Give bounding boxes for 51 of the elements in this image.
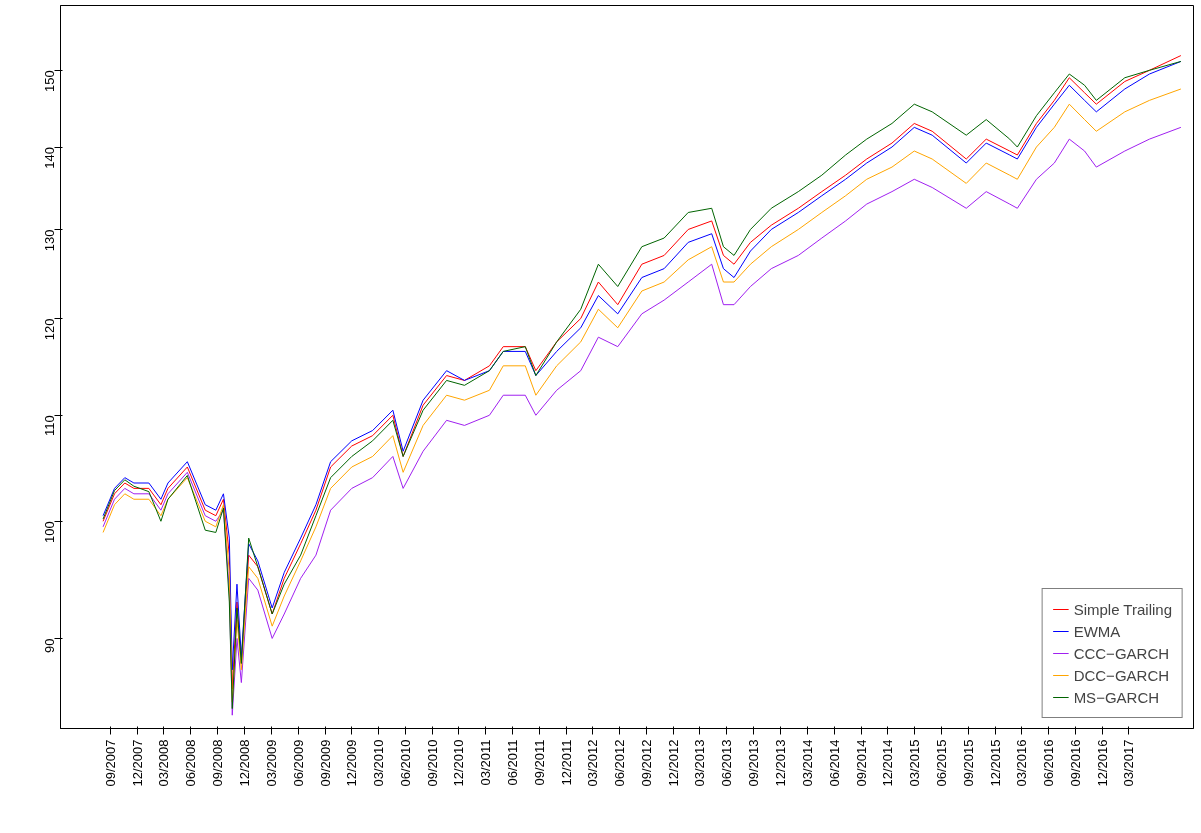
x-tick-label: 09/2007	[102, 739, 118, 787]
x-tick-label: 06/2008	[183, 739, 199, 787]
x-tick-label: 12/2014	[880, 739, 896, 787]
x-tick-label: 03/2012	[585, 739, 601, 787]
x-tick-label: 03/2008	[156, 739, 172, 787]
x-tick-label: 12/2008	[237, 739, 253, 787]
x-tick-label: 12/2016	[1094, 739, 1110, 787]
y-tick-label: 90	[42, 638, 57, 653]
x-tick-label: 09/2014	[853, 739, 869, 787]
x-tick-label: 09/2012	[639, 739, 655, 787]
x-tick-label: 06/2014	[826, 739, 842, 787]
x-tick-label: 09/2015	[960, 739, 976, 787]
x-tick-label: 12/2013	[773, 739, 789, 787]
x-tick-label: 03/2016	[1014, 739, 1030, 787]
x-tick-label: 12/2007	[129, 739, 145, 787]
x-tick-label: 03/2009	[263, 739, 279, 787]
y-tick-label: 120	[42, 318, 57, 341]
legend-label: EWMA	[1073, 622, 1121, 640]
x-tick-label: 06/2015	[933, 739, 949, 787]
x-tick-label: 06/2016	[1041, 739, 1057, 787]
x-tick-label: 12/2010	[451, 739, 467, 787]
x-tick-label: 09/2008	[210, 739, 226, 787]
x-tick-label: 03/2011	[477, 739, 493, 786]
x-tick-label: 03/2014	[799, 739, 815, 787]
y-tick-label: 100	[42, 521, 57, 543]
x-tick-label: 12/2009	[344, 739, 360, 787]
x-tick-label: 06/2013	[719, 739, 735, 787]
x-tick-label: 03/2013	[692, 739, 708, 787]
x-tick-label: 12/2012	[666, 739, 682, 787]
x-tick-label: 09/2009	[317, 739, 333, 787]
y-tick-label: 110	[42, 415, 57, 436]
y-tick-label: 130	[42, 229, 57, 252]
x-tick-label: 03/2017	[1121, 739, 1137, 787]
legend-label: DCC−GARCH	[1073, 666, 1170, 684]
x-tick-label: 09/2013	[746, 739, 762, 787]
x-tick-label: 06/2012	[612, 739, 628, 787]
y-tick-label: 140	[42, 147, 57, 169]
x-tick-label: 03/2010	[370, 739, 386, 787]
legend-label: MS−GARCH	[1073, 688, 1160, 706]
x-tick-label: 06/2010	[397, 739, 413, 787]
x-tick-label: 06/2009	[290, 739, 306, 787]
x-tick-label: 12/2015	[987, 739, 1003, 787]
y-tick-label: 150	[42, 70, 57, 92]
x-tick-label: 09/2016	[1068, 739, 1084, 787]
legend-label: Simple Trailing	[1073, 600, 1172, 618]
x-tick-label: 03/2015	[906, 739, 922, 787]
legend-label: CCC−GARCH	[1073, 644, 1170, 662]
x-tick-label: 06/2011	[504, 739, 520, 786]
x-tick-label: 09/2010	[424, 739, 440, 787]
x-tick-label: 12/2011	[558, 739, 574, 786]
x-tick-label: 09/2011	[531, 739, 547, 786]
